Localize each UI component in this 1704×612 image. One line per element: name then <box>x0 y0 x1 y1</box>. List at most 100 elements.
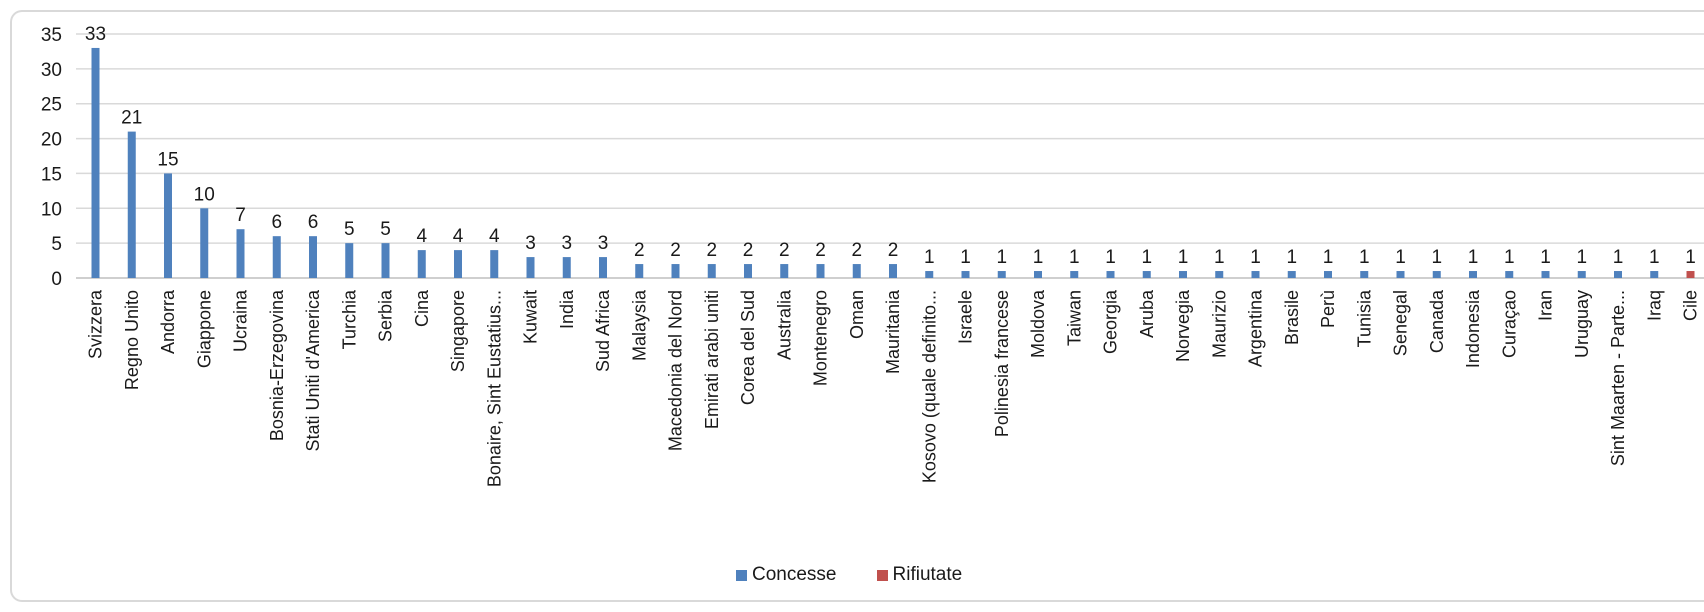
bar-concesse <box>417 250 426 278</box>
x-tick-label: Perù <box>1318 290 1338 328</box>
x-tick-label: Argentina <box>1246 289 1266 367</box>
y-tick-label: 20 <box>41 130 62 151</box>
bar-concesse <box>1432 271 1441 278</box>
bar-concesse <box>309 236 317 278</box>
x-tick-label: Cile <box>1681 290 1701 321</box>
x-tick-label: Oman <box>847 290 867 339</box>
x-tick-label: Giappone <box>194 290 214 368</box>
legend-swatch-rifiutate <box>876 569 888 581</box>
data-label: 5 <box>380 219 391 240</box>
x-tick-label: Bonaire, Sint Eustatius... <box>484 290 504 487</box>
bar-concesse <box>345 243 354 278</box>
bar-concesse <box>780 264 789 278</box>
x-tick-label: Taiwan <box>1064 290 1084 346</box>
x-tick-label: Turchia <box>339 289 359 349</box>
data-label: 1 <box>1359 247 1370 268</box>
bar-concesse <box>599 257 607 278</box>
bar-concesse <box>1287 271 1296 278</box>
x-tick-label: Brasile <box>1282 290 1302 345</box>
data-label: 7 <box>235 205 246 226</box>
legend-label-concesse: Concesse <box>752 564 837 585</box>
bar-concesse <box>1469 271 1477 278</box>
bar-concesse <box>671 264 680 278</box>
bar-concesse <box>236 229 245 278</box>
x-tick-label: Iraq <box>1644 290 1664 321</box>
data-label: 2 <box>888 240 899 261</box>
bar-concesse <box>272 236 281 278</box>
y-tick-label: 30 <box>41 60 62 81</box>
x-tick-label: Kosovo (quale definito... <box>919 290 939 483</box>
data-label: 1 <box>1033 247 1044 268</box>
x-tick-label: Montenegro <box>811 290 831 386</box>
data-label: 1 <box>1323 247 1334 268</box>
data-label: 2 <box>779 240 790 261</box>
bar-concesse <box>707 264 716 278</box>
legend-swatch-concesse <box>736 569 747 581</box>
data-label: 1 <box>996 247 1007 268</box>
data-label: 6 <box>271 212 282 233</box>
x-tick-label: Uruguay <box>1572 290 1592 358</box>
bar-concesse <box>127 131 136 278</box>
data-label: 4 <box>453 226 464 247</box>
bar-concesse <box>816 264 825 278</box>
x-tick-label: Indonesia <box>1463 289 1483 368</box>
data-label: 1 <box>1141 247 1152 268</box>
x-tick-label: Maurizio <box>1209 290 1229 358</box>
data-label: 1 <box>1540 247 1551 268</box>
data-label: 1 <box>1286 247 1297 268</box>
bar-concesse <box>1142 271 1151 278</box>
bar-concesse <box>1324 271 1332 278</box>
data-label: 1 <box>1105 247 1116 268</box>
bar-concesse <box>961 271 970 278</box>
data-label: 2 <box>634 240 645 261</box>
y-tick-label: 25 <box>41 95 62 116</box>
bar-rifiutate <box>1686 271 1695 278</box>
y-tick-label: 5 <box>51 234 62 255</box>
bar-concesse <box>1070 271 1079 278</box>
x-tick-label: India <box>557 289 577 329</box>
x-tick-label: Svizzera <box>86 289 106 359</box>
data-label: 1 <box>1504 247 1515 268</box>
bar-concesse <box>490 250 499 278</box>
bar-concesse <box>1251 271 1260 278</box>
x-tick-label: Norvegia <box>1173 289 1193 362</box>
data-label: 15 <box>157 149 178 170</box>
x-tick-label: Tunisia <box>1354 289 1374 347</box>
bar-concesse <box>1577 271 1586 278</box>
data-label: 2 <box>670 240 681 261</box>
bar-concesse <box>889 264 897 278</box>
data-label: 1 <box>1069 247 1080 268</box>
x-tick-label: Aruba <box>1137 289 1157 338</box>
bar-concesse <box>91 47 100 278</box>
data-label: 2 <box>851 240 862 261</box>
data-label: 1 <box>1576 247 1587 268</box>
bar-concesse <box>1034 271 1042 278</box>
y-tick-label: 10 <box>41 199 62 220</box>
bar-concesse <box>200 208 209 278</box>
x-tick-label: Bosnia-Erzegovina <box>267 289 287 441</box>
data-label: 3 <box>525 233 536 254</box>
bar-concesse <box>1396 271 1405 278</box>
data-label: 1 <box>960 247 971 268</box>
data-label: 1 <box>924 247 935 268</box>
x-tick-label: Cina <box>412 289 432 327</box>
x-tick-label: Israele <box>956 290 976 344</box>
bar-concesse <box>997 271 1006 278</box>
x-tick-label: Malaysia <box>629 289 649 361</box>
legend-label-rifiutate: Rifiutate <box>892 564 963 585</box>
data-label: 5 <box>344 219 355 240</box>
bar-concesse <box>1541 271 1550 278</box>
bar-concesse <box>562 257 571 278</box>
x-tick-label: Canada <box>1427 289 1447 353</box>
data-label: 1 <box>1214 247 1225 268</box>
bar-concesse <box>1215 271 1224 278</box>
x-tick-label: Macedonia del Nord <box>666 290 686 451</box>
bar-concesse <box>744 264 752 278</box>
bar-concesse <box>1505 271 1514 278</box>
data-label: 10 <box>194 184 215 205</box>
x-tick-label: Sud Africa <box>593 289 613 372</box>
data-label: 6 <box>308 212 319 233</box>
x-tick-label: Regno Unito <box>122 290 142 390</box>
x-tick-label: Polinesia francese <box>992 290 1012 437</box>
bar-concesse <box>526 257 535 278</box>
